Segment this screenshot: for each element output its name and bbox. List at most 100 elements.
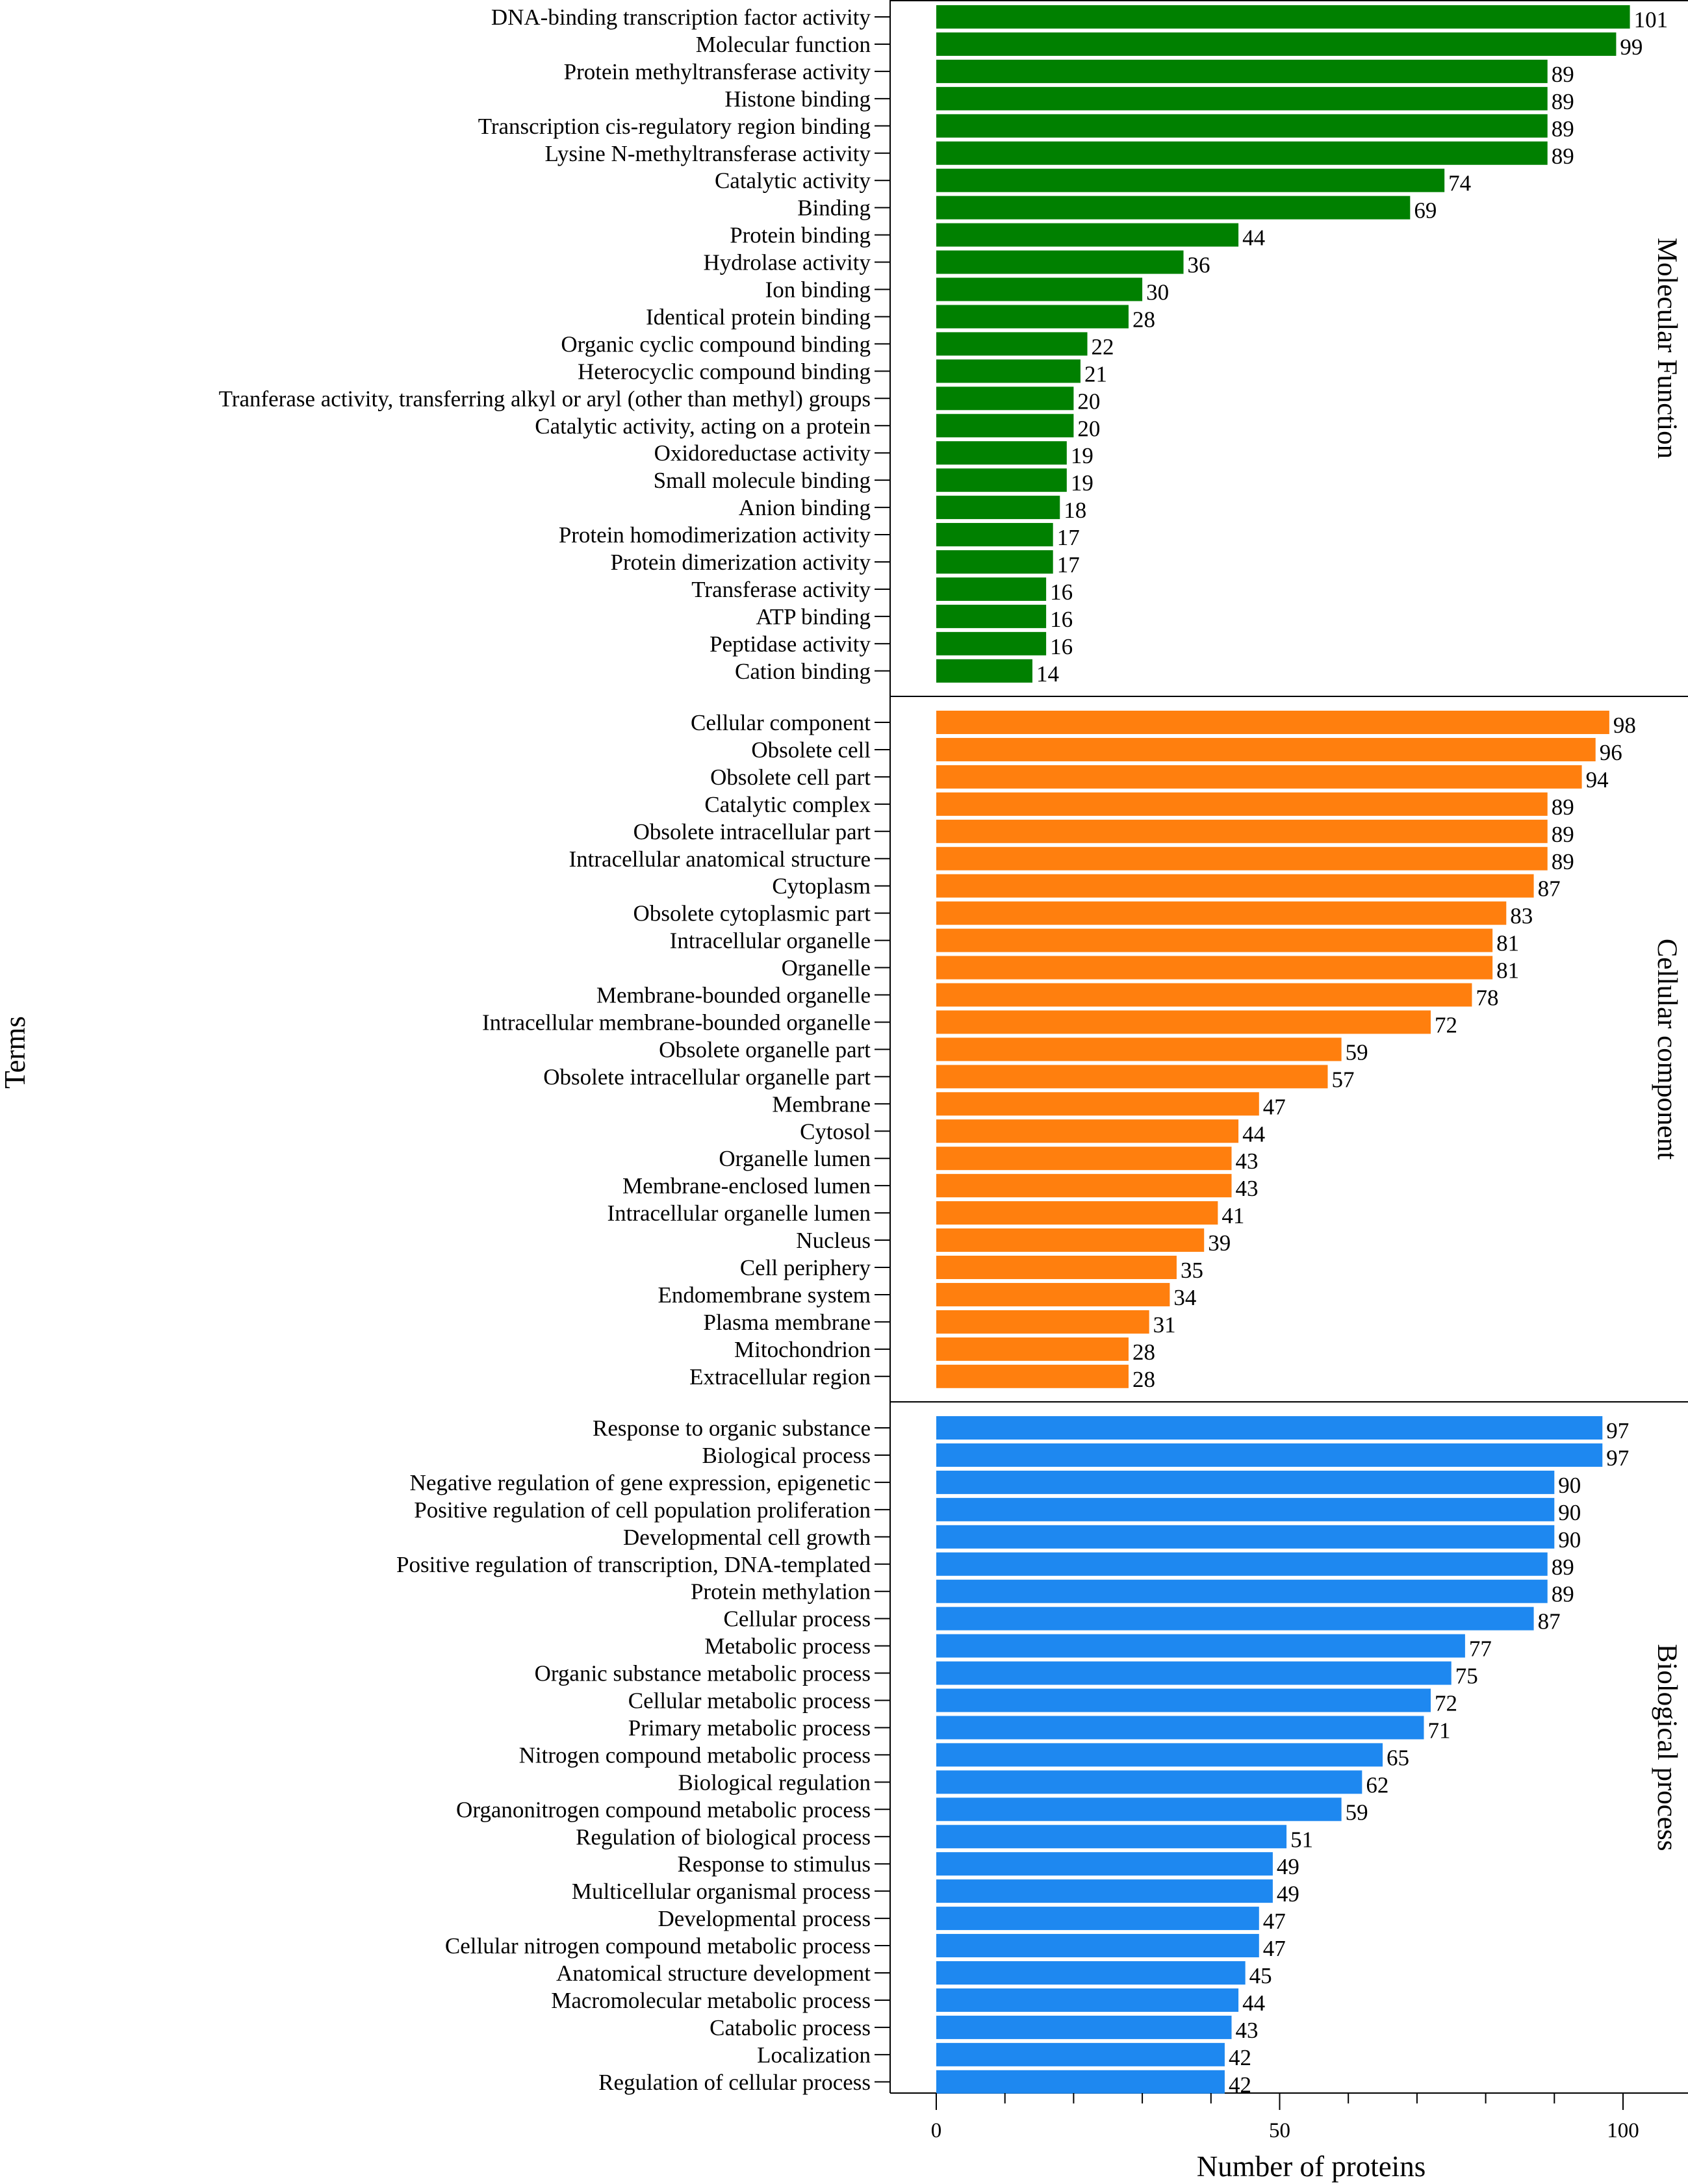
term-label: Catalytic activity	[715, 168, 871, 194]
term-label: Metabolic process	[704, 1634, 871, 1659]
bar-value-label: 44	[1242, 1121, 1265, 1147]
term-label: Regulation of biological process	[576, 1824, 871, 1849]
bar	[936, 1443, 1603, 1467]
bar	[936, 983, 1472, 1007]
bar-value-label: 28	[1132, 307, 1155, 332]
bar-value-label: 42	[1229, 2072, 1251, 2098]
x-tick-label: 100	[1607, 2119, 1639, 2142]
x-axis: 0 50 100	[931, 2093, 1639, 2142]
term-label: Cell periphery	[740, 1255, 871, 1280]
bar-value-label: 18	[1064, 498, 1086, 523]
bar	[936, 496, 1060, 520]
bar	[936, 1228, 1205, 1252]
bar	[936, 414, 1074, 438]
term-label: Organonitrogen compound metabolic proces…	[456, 1797, 871, 1822]
term-label: Positive regulation of cell population p…	[414, 1497, 871, 1523]
term-label: Intracellular organelle lumen	[607, 1200, 871, 1226]
bar	[936, 441, 1067, 465]
term-label: Transferase activity	[691, 577, 871, 602]
term-label: Oxidoreductase activity	[654, 440, 871, 466]
bar-value-label: 44	[1242, 1990, 1265, 2016]
bar-value-label: 30	[1146, 280, 1169, 305]
bar-value-label: 31	[1153, 1312, 1176, 1338]
bar-value-label: 101	[1634, 7, 1669, 32]
bar	[936, 1310, 1149, 1334]
bar	[936, 1579, 1548, 1603]
term-label: Small molecule binding	[654, 468, 871, 493]
bar	[936, 792, 1548, 816]
bar	[936, 2070, 1225, 2094]
bar	[936, 1606, 1534, 1631]
bar	[936, 1416, 1603, 1440]
bar-value-label: 19	[1071, 470, 1093, 496]
bar-value-label: 57	[1331, 1067, 1354, 1092]
term-label: Obsolete cytoplasmic part	[633, 901, 871, 926]
bar	[936, 114, 1548, 138]
term-label: Cellular nitrogen compound metabolic pro…	[445, 1933, 871, 1959]
bar-value-label: 16	[1050, 579, 1073, 605]
bar-value-label: 16	[1050, 607, 1073, 632]
term-label: Cytoplasm	[772, 874, 871, 899]
bar	[936, 956, 1493, 980]
bar-value-label: 62	[1366, 1772, 1388, 1797]
bar-value-label: 22	[1092, 334, 1114, 359]
bar-value-label: 36	[1188, 253, 1210, 278]
term-label: Developmental process	[658, 1906, 871, 1931]
bar	[936, 5, 1630, 29]
term-label: Membrane	[772, 1091, 871, 1117]
bar-value-label: 89	[1552, 116, 1574, 142]
bar-value-label: 78	[1476, 985, 1498, 1011]
bar-value-label: 17	[1057, 552, 1080, 578]
panel-molecular-function: DNA-binding transcription factor activit…	[219, 5, 1682, 687]
term-label: Macromolecular metabolic process	[551, 1988, 871, 2013]
term-label: Heterocyclic compound binding	[578, 359, 871, 384]
term-label: Histone binding	[724, 86, 871, 112]
term-label: Extracellular region	[689, 1364, 871, 1390]
bar	[936, 604, 1047, 628]
bar-value-label: 89	[1552, 144, 1574, 169]
term-label: Intracellular organelle	[670, 928, 871, 954]
bar-value-label: 43	[1236, 1176, 1259, 1201]
bar	[936, 1092, 1259, 1116]
bar	[936, 1716, 1424, 1740]
panel-label: Cellular component	[1652, 939, 1682, 1160]
x-tick-label: 0	[931, 2119, 942, 2142]
bar-value-label: 51	[1290, 1827, 1313, 1852]
bar-value-label: 89	[1552, 822, 1574, 847]
bar	[936, 1825, 1287, 1849]
term-label: Obsolete intracellular part	[633, 819, 871, 844]
term-label: DNA-binding transcription factor activit…	[491, 5, 871, 30]
term-label: Transcription cis-regulatory region bind…	[478, 114, 871, 139]
bar-value-label: 39	[1208, 1230, 1231, 1256]
bar-value-label: 87	[1538, 876, 1561, 902]
bar	[936, 1879, 1273, 1903]
bar-value-label: 20	[1077, 416, 1100, 441]
bar-value-label: 17	[1057, 525, 1080, 550]
bar-value-label: 45	[1249, 1963, 1272, 1988]
bar	[936, 523, 1053, 547]
term-label: ATP binding	[756, 604, 871, 629]
term-label: Primary metabolic process	[628, 1715, 871, 1740]
bar-value-label: 49	[1277, 1881, 1299, 1907]
bar-value-label: 16	[1050, 634, 1073, 659]
term-label: Multicellular organismal process	[572, 1879, 871, 1904]
bar-value-label: 20	[1077, 388, 1100, 414]
bar-value-label: 77	[1469, 1636, 1492, 1662]
bar-value-label: 89	[1552, 849, 1574, 874]
term-label: Organelle	[782, 956, 871, 981]
bar	[936, 2015, 1232, 2039]
bar-value-label: 75	[1455, 1664, 1478, 1689]
bar-value-label: 28	[1132, 1367, 1155, 1392]
term-label: Nucleus	[796, 1228, 871, 1253]
bar-value-label: 94	[1586, 767, 1609, 793]
term-label: Organic substance metabolic process	[535, 1661, 871, 1686]
bar-value-label: 47	[1263, 1909, 1286, 1934]
x-tick-label: 50	[1269, 2119, 1290, 2142]
term-label: Positive regulation of transcription, DN…	[396, 1552, 871, 1577]
bar	[936, 1552, 1548, 1576]
term-label: Mitochondrion	[734, 1337, 871, 1362]
term-label: Protein dimerization activity	[611, 550, 871, 575]
bar-value-label: 28	[1132, 1340, 1155, 1365]
